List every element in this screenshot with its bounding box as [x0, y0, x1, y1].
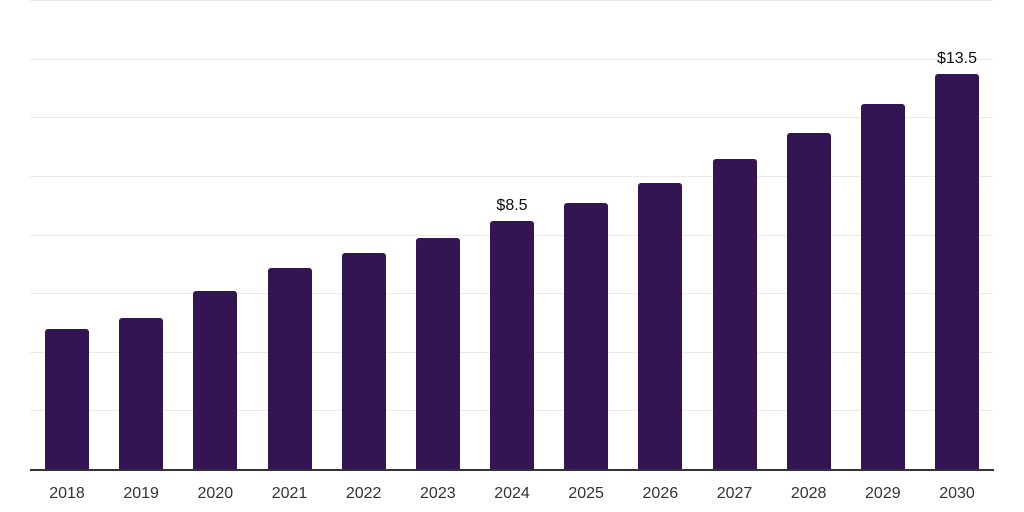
bar-2024[interactable] — [490, 220, 534, 470]
x-axis-label-2019: 2019 — [123, 485, 159, 502]
bar-2023[interactable] — [415, 238, 460, 470]
bar-data-label-2030: $13.5 — [936, 50, 978, 68]
x-axis-label-2025: 2025 — [568, 485, 604, 502]
bar-2030[interactable] — [935, 74, 979, 470]
bar-2025[interactable] — [564, 203, 609, 470]
plot-area: $8.5 $13.5 — [30, 0, 993, 470]
x-axis-label-2026: 2026 — [642, 485, 679, 502]
bar-2022[interactable] — [341, 253, 386, 470]
x-axis-line — [30, 469, 994, 471]
bar-2027[interactable] — [712, 159, 757, 470]
x-axis-label-2024: 2024 — [494, 485, 530, 502]
x-axis-labels: 2018 2019 2020 2021 2022 2023 2024 2025 2026 2027… — [0, 484, 1024, 504]
x-axis-label-2023: 2023 — [420, 485, 456, 502]
bar-2029[interactable] — [860, 103, 905, 470]
gridline — [30, 58, 993, 60]
gridline — [30, 0, 993, 1]
gridline — [30, 175, 993, 177]
x-axis-label-2021: 2021 — [271, 485, 308, 502]
x-axis-label-2027: 2027 — [716, 485, 753, 502]
x-axis-label-2029: 2029 — [865, 485, 901, 502]
bar-2020[interactable] — [193, 291, 238, 470]
x-axis-label-2020: 2020 — [197, 485, 234, 502]
bar-2028[interactable] — [786, 132, 831, 470]
x-axis-label-2028: 2028 — [790, 485, 827, 502]
x-axis-label-2030: 2030 — [939, 485, 975, 502]
bar-data-label-2024: $8.5 — [496, 196, 528, 214]
bar-2021[interactable] — [267, 267, 312, 470]
bar-2018[interactable] — [45, 329, 89, 470]
bar-2019[interactable] — [119, 317, 164, 470]
gridline — [30, 117, 993, 119]
x-axis-label-2018: 2018 — [49, 485, 85, 502]
x-axis-label-2022: 2022 — [345, 485, 382, 502]
bar-2026[interactable] — [638, 182, 683, 470]
